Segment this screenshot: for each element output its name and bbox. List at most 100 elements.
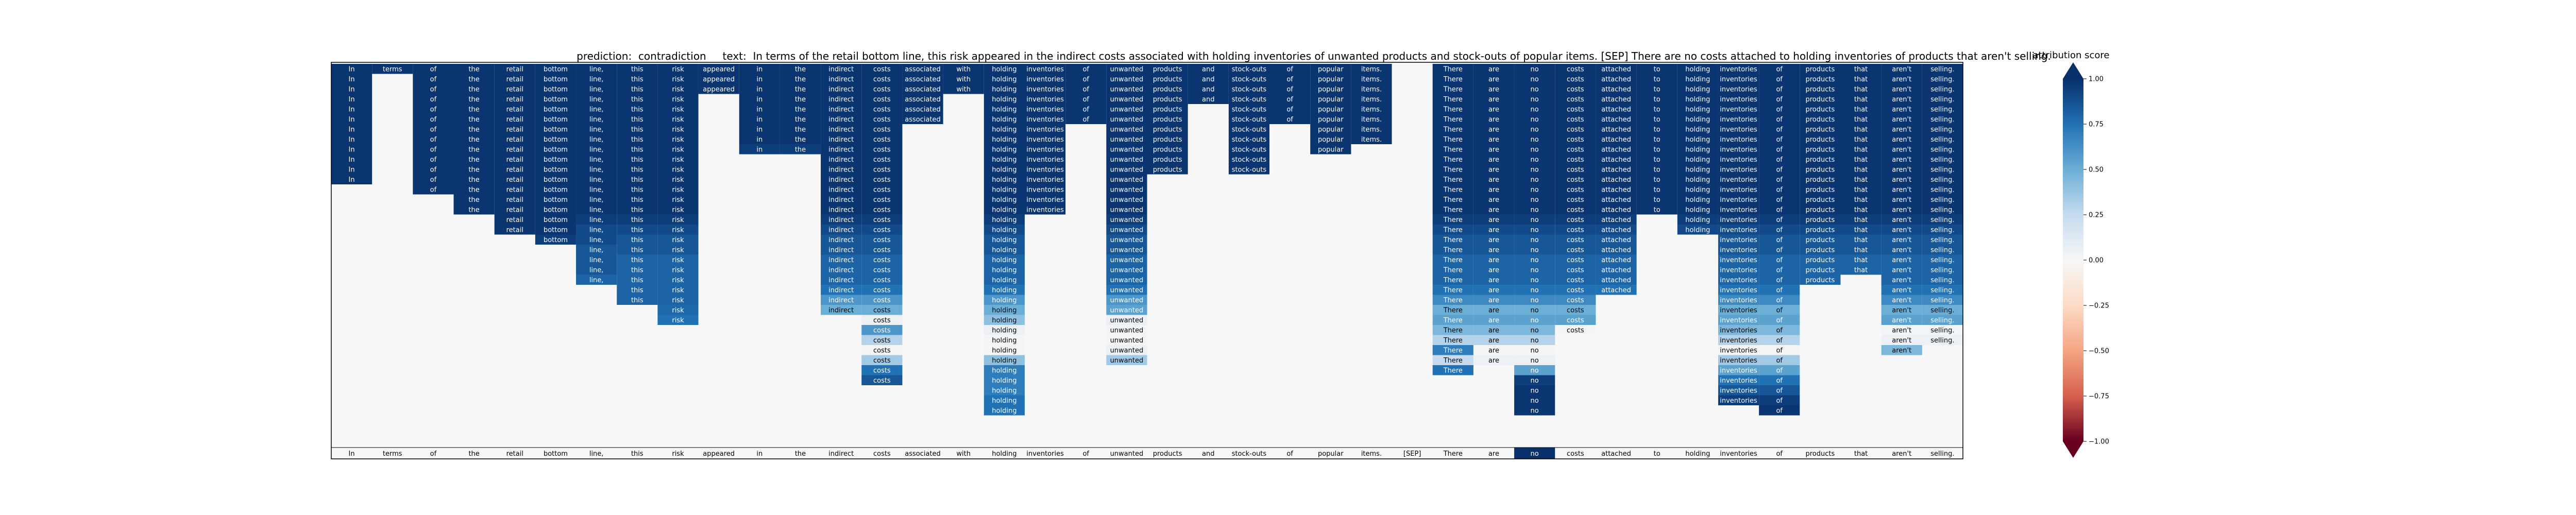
heatmap-cell xyxy=(1188,74,1229,84)
heatmap-cell xyxy=(1881,225,1922,235)
heatmap-cell xyxy=(1351,124,1392,134)
heatmap-cell xyxy=(821,94,862,104)
cell-token-label: holding xyxy=(992,357,1016,365)
cell-token-label: selling. xyxy=(1930,337,1954,345)
heatmap-cell xyxy=(861,265,903,275)
heatmap-cell xyxy=(1351,84,1392,94)
heatmap-cell xyxy=(1800,154,1841,164)
heatmap-cell xyxy=(1024,144,1066,154)
cell-token-label: bottom xyxy=(544,106,568,113)
cell-token-label: of xyxy=(1776,206,1783,214)
cell-token-label: line, xyxy=(589,156,604,164)
heatmap-cell xyxy=(576,84,617,94)
heatmap-cell xyxy=(1351,114,1392,124)
heatmap-cell xyxy=(943,84,984,94)
cell-token-label: unwanted xyxy=(1110,216,1144,224)
heatmap-cell xyxy=(1718,134,1759,144)
cell-token-label: attached xyxy=(1601,136,1631,144)
cell-token-label: indirect xyxy=(828,166,854,174)
heatmap-cell xyxy=(1147,104,1188,114)
cell-token-label: products xyxy=(1153,126,1182,133)
cell-token-label: risk xyxy=(672,136,684,144)
cell-token-label: holding xyxy=(1685,216,1710,224)
heatmap-cell xyxy=(821,114,862,124)
cell-token-label: There xyxy=(1443,186,1463,194)
heatmap-cell xyxy=(1106,114,1147,124)
colorbar-tick-label: 0.00 xyxy=(2089,257,2104,265)
cell-token-label: are xyxy=(1488,106,1499,113)
heatmap-cell xyxy=(1922,335,1963,345)
x-token-label: holding xyxy=(992,450,1016,458)
cell-token-label: risk xyxy=(672,256,684,264)
heatmap-cell xyxy=(1432,325,1473,335)
cell-token-label: attached xyxy=(1601,286,1631,294)
cell-token-label: this xyxy=(631,216,643,224)
heatmap-cell xyxy=(1432,335,1473,345)
heatmap-cell xyxy=(1555,124,1596,134)
heatmap-cell xyxy=(1555,305,1596,315)
cell-token-label: no xyxy=(1531,317,1539,324)
cell-token-label: this xyxy=(631,126,643,133)
cell-token-label: of xyxy=(1082,76,1089,83)
cell-token-label: inventories xyxy=(1026,65,1064,73)
cell-token-label: unwanted xyxy=(1110,146,1144,153)
cell-token-label: aren't xyxy=(1892,256,1911,264)
x-token-label: retail xyxy=(506,450,523,458)
cell-token-label: are xyxy=(1488,236,1499,244)
cell-token-label: are xyxy=(1488,256,1499,264)
cell-token-label: unwanted xyxy=(1110,106,1144,113)
cell-token-label: attached xyxy=(1601,85,1631,93)
cell-token-label: products xyxy=(1805,186,1835,194)
cell-token-label: of xyxy=(1776,146,1783,153)
heatmap-cell xyxy=(1922,254,1963,265)
cell-token-label: indirect xyxy=(828,206,854,214)
heatmap-cell xyxy=(1432,355,1473,365)
cell-token-label: appeared xyxy=(703,65,735,73)
heatmap-cell xyxy=(1800,214,1841,225)
cell-token-label: aren't xyxy=(1892,116,1911,124)
heatmap-cell xyxy=(1188,94,1229,104)
heatmap-cell xyxy=(1473,154,1515,164)
heatmap-cell xyxy=(1922,154,1963,164)
heatmap-cell xyxy=(657,174,699,184)
heatmap-cell xyxy=(984,355,1025,365)
cell-token-label: the xyxy=(468,116,479,124)
cell-token-label: of xyxy=(1776,266,1783,274)
heatmap-cell xyxy=(1881,274,1922,285)
heatmap-cell xyxy=(617,74,658,84)
cell-token-label: risk xyxy=(672,196,684,204)
cell-token-label: no xyxy=(1531,327,1539,334)
heatmap-cell xyxy=(617,285,658,295)
heatmap-cell xyxy=(902,104,943,114)
heatmap-cell xyxy=(1473,164,1515,175)
heatmap-cell xyxy=(1228,144,1270,154)
heatmap-cell xyxy=(902,94,943,104)
cell-token-label: selling. xyxy=(1930,196,1954,204)
heatmap-cell xyxy=(1596,144,1637,154)
cell-token-label: aren't xyxy=(1892,196,1911,204)
cell-token-label: stock-outs xyxy=(1232,76,1267,83)
heatmap-cell xyxy=(1473,325,1515,335)
cell-token-label: inventories xyxy=(1720,76,1757,83)
cell-token-label: of xyxy=(1776,176,1783,184)
cell-token-label: the xyxy=(795,146,806,153)
colorbar-tick-label: 0.25 xyxy=(2089,212,2104,219)
heatmap-cell xyxy=(1759,104,1800,114)
heatmap-cell xyxy=(1024,124,1066,134)
cell-token-label: aren't xyxy=(1892,297,1911,304)
cell-token-label: to xyxy=(1654,156,1660,164)
cell-token-label: unwanted xyxy=(1110,196,1144,204)
cell-token-label: indirect xyxy=(828,277,854,284)
heatmap-cell xyxy=(1636,94,1677,104)
heatmap-cell xyxy=(657,94,699,104)
cell-token-label: of xyxy=(1082,116,1089,124)
heatmap-cell xyxy=(1881,214,1922,225)
heatmap-cell xyxy=(494,164,535,175)
cell-token-label: unwanted xyxy=(1110,306,1144,314)
heatmap-cell xyxy=(1514,154,1555,164)
chart-title: prediction: contradiction text: In terms… xyxy=(0,48,2576,64)
heatmap-cell xyxy=(657,144,699,154)
cell-token-label: of xyxy=(430,186,437,194)
x-token-label: and xyxy=(1202,450,1214,458)
heatmap-cell xyxy=(1636,164,1677,175)
